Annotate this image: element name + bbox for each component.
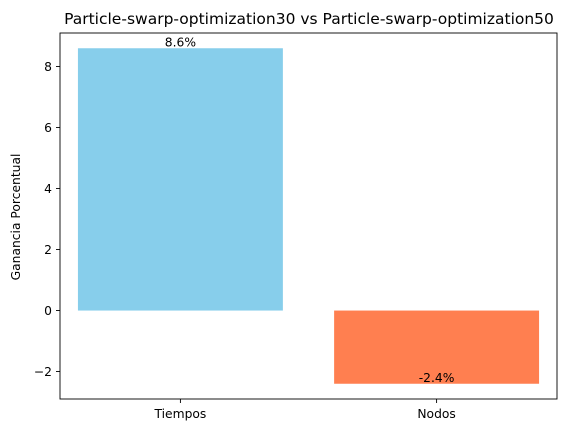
plot-frame [59,32,558,400]
data-label: 8.6% [165,35,196,49]
y-axis-label: Ganancia Porcentual [9,154,23,281]
bar-nodos [334,310,540,384]
chart-title: Particle-swarp-optimization30 vs Particl… [64,10,554,28]
y-tick-label: 4 [44,182,52,196]
y-tick-label: 8 [44,60,52,74]
y-tick-label: 6 [44,121,52,135]
y-tick-label: 0 [44,304,52,318]
y-tick-label: −2 [34,365,52,379]
x-tick-label: Nodos [417,407,455,421]
data-label: -2.4% [419,371,455,385]
y-tick-label: 2 [44,243,52,257]
bar-tiempos [77,48,283,311]
plot-area: 8.6% -2.4% −2 0 2 4 6 8 Tiempos Nodos [34,32,558,421]
x-tick-label: Tiempos [153,407,206,421]
